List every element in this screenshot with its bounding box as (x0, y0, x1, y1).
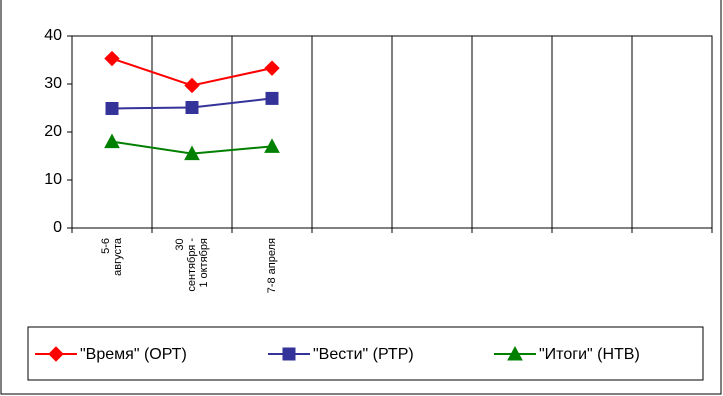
marker (48, 346, 64, 362)
marker (105, 101, 119, 115)
legend-box (27, 326, 704, 381)
y-tick-label: 0 (53, 219, 62, 236)
marker (264, 138, 280, 153)
legend-label: "Итоги" (НТВ) (539, 346, 640, 363)
legend-label: "Вести" (РТР) (313, 346, 414, 363)
y-tick-label: 40 (44, 27, 62, 44)
x-tick-label: 5-6 августа (100, 238, 124, 276)
x-tick-label: 30 сентября - 1 октября (174, 238, 210, 292)
y-tick-label: 10 (44, 171, 62, 188)
marker (282, 347, 296, 361)
marker (507, 345, 523, 361)
marker (184, 77, 200, 94)
legend-label: "Время" (ОРТ) (80, 346, 187, 363)
x-tick-label: 7-8 апреля (266, 238, 278, 294)
y-tick-label: 30 (44, 75, 62, 92)
marker (185, 101, 199, 115)
marker (265, 91, 279, 105)
marker (104, 50, 120, 67)
marker (184, 145, 200, 161)
marker (104, 133, 120, 149)
marker (264, 60, 280, 76)
y-tick-label: 20 (44, 123, 62, 140)
